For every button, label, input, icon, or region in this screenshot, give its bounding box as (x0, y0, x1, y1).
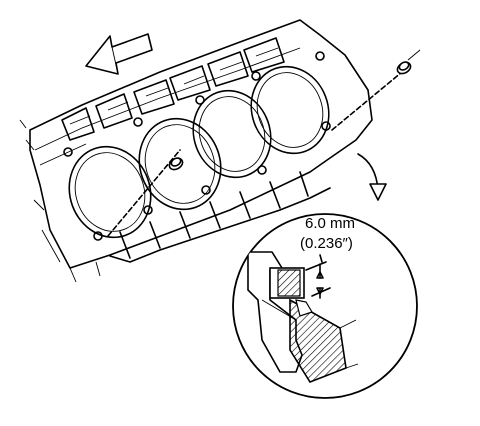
engine-block (19, 19, 373, 283)
dowel-pin-rear (331, 49, 421, 131)
detail-indicator-arrow (357, 153, 387, 201)
dimension-mm-label: 6.0 mm (305, 215, 355, 232)
direction-arrow (85, 33, 153, 75)
dowel-height-detail: 6.0 mm (0.236″) (232, 213, 418, 399)
dimension-in-label: (0.236″) (300, 235, 353, 252)
dowel-pin-front (107, 149, 184, 237)
